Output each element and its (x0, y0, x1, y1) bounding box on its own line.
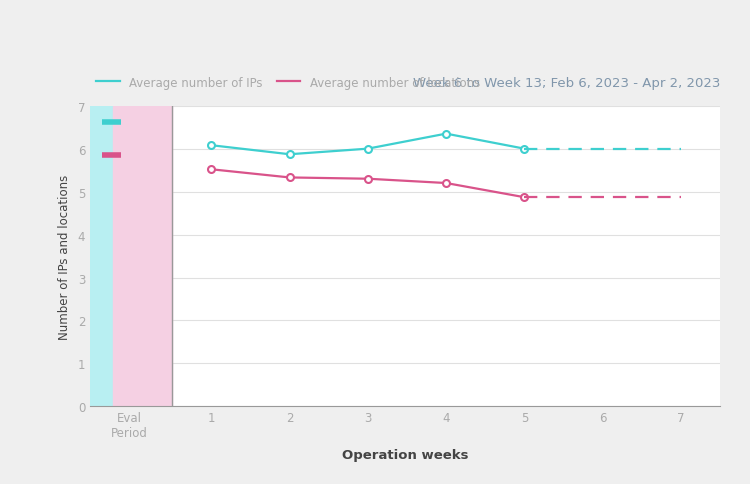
X-axis label: Operation weeks: Operation weeks (342, 448, 468, 461)
Text: Week 6 to Week 13; Feb 6, 2023 - Apr 2, 2023: Week 6 to Week 13; Feb 6, 2023 - Apr 2, … (413, 77, 720, 90)
Bar (113, 106, 172, 407)
Legend: Average number of IPs, Average number of locations: Average number of IPs, Average number of… (96, 76, 480, 90)
Y-axis label: Number of IPs and locations: Number of IPs and locations (58, 174, 70, 339)
Bar (90, 106, 113, 407)
